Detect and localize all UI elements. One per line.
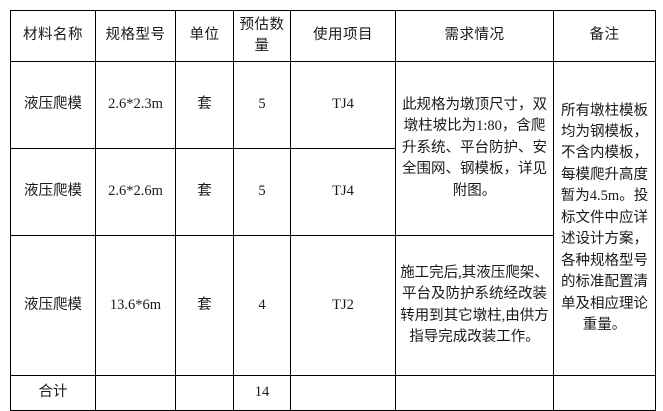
cell-total-project bbox=[290, 375, 396, 411]
column-header-specification: 规格型号 bbox=[95, 10, 176, 62]
cell-estimated-quantity: 5 bbox=[233, 148, 291, 236]
column-header-remark: 备注 bbox=[553, 10, 656, 62]
cell-demand: 施工完后,其液压爬架、平台及防护系统经改装转用到其它墩柱,由供方指导完成改装工作… bbox=[395, 235, 554, 376]
column-header-material-name: 材料名称 bbox=[10, 10, 96, 62]
cell-project: TJ4 bbox=[290, 61, 396, 149]
cell-estimated-quantity: 4 bbox=[233, 235, 291, 376]
material-requirement-table: 材料名称 规格型号 单位 预估数量 使用项目 需求情况 备注 液压爬模 2.6*… bbox=[10, 10, 656, 411]
cell-total-specification bbox=[95, 375, 176, 411]
table-row: 液压爬模 2.6*2.6m 套 5 TJ4 bbox=[10, 148, 656, 236]
material-requirement-table-container: 材料名称 规格型号 单位 预估数量 使用项目 需求情况 备注 液压爬模 2.6*… bbox=[10, 10, 656, 411]
cell-remark-merged: 所有墩柱模板均为钢模板，不含内模板，每模爬升高度暂为4.5m。投标文件中应详述设… bbox=[553, 61, 656, 376]
table-body: 液压爬模 2.6*2.3m 套 5 TJ4 此规格为墩顶尺寸，双墩柱坡比为1:8… bbox=[10, 61, 656, 411]
cell-project: TJ2 bbox=[290, 235, 396, 376]
table-total-row: 合计 14 bbox=[10, 375, 656, 411]
column-header-unit: 单位 bbox=[175, 10, 234, 62]
cell-total-unit bbox=[175, 375, 234, 411]
cell-total-quantity: 14 bbox=[233, 375, 291, 411]
cell-total-remark bbox=[553, 375, 656, 411]
cell-unit: 套 bbox=[175, 235, 234, 376]
cell-total-label: 合计 bbox=[10, 375, 96, 411]
cell-project: TJ4 bbox=[290, 148, 396, 236]
cell-specification: 2.6*2.6m bbox=[95, 148, 176, 236]
cell-material-name: 液压爬模 bbox=[10, 148, 96, 236]
table-header: 材料名称 规格型号 单位 预估数量 使用项目 需求情况 备注 bbox=[10, 10, 656, 62]
cell-specification: 13.6*6m bbox=[95, 235, 176, 376]
table-row: 液压爬模 13.6*6m 套 4 TJ2 施工完后,其液压爬架、平台及防护系统经… bbox=[10, 235, 656, 376]
column-header-project: 使用项目 bbox=[290, 10, 396, 62]
cell-material-name: 液压爬模 bbox=[10, 235, 96, 376]
table-header-row: 材料名称 规格型号 单位 预估数量 使用项目 需求情况 备注 bbox=[10, 10, 656, 62]
column-header-estimated-quantity: 预估数量 bbox=[233, 10, 291, 62]
cell-material-name: 液压爬模 bbox=[10, 61, 96, 149]
cell-specification: 2.6*2.3m bbox=[95, 61, 176, 149]
column-header-demand: 需求情况 bbox=[395, 10, 554, 62]
table-row: 液压爬模 2.6*2.3m 套 5 TJ4 此规格为墩顶尺寸，双墩柱坡比为1:8… bbox=[10, 61, 656, 376]
cell-unit: 套 bbox=[175, 148, 234, 236]
cell-estimated-quantity: 5 bbox=[233, 61, 291, 149]
cell-demand-merged: 此规格为墩顶尺寸，双墩柱坡比为1:80，含爬升系统、平台防护、安全围网、钢模板，… bbox=[395, 61, 554, 236]
cell-unit: 套 bbox=[175, 61, 234, 149]
cell-total-demand bbox=[395, 375, 554, 411]
